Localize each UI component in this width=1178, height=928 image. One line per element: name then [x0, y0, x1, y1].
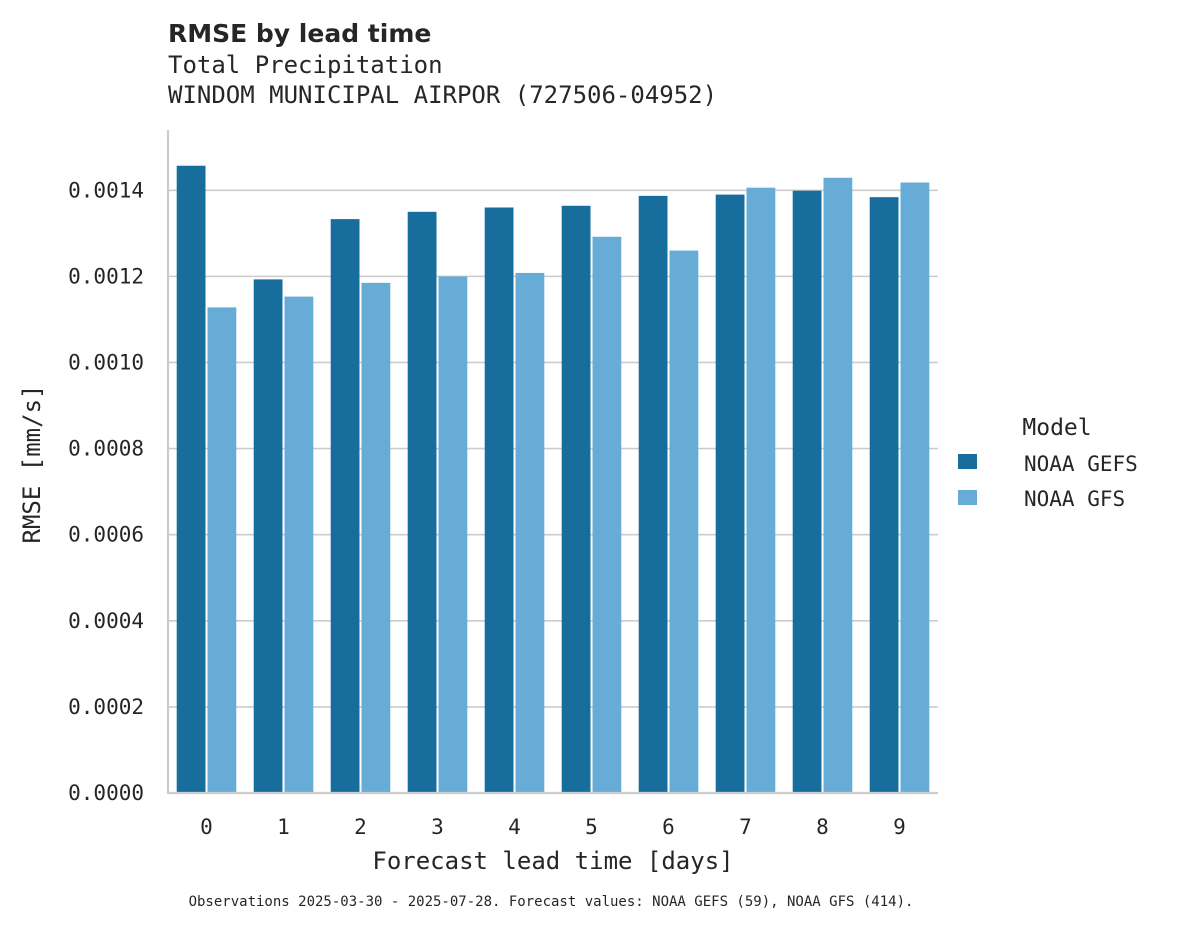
x-axis-label: Forecast lead time [days]	[372, 847, 733, 875]
bar-noaa-gfs-day-0	[207, 307, 237, 793]
legend-title: Model	[1022, 415, 1091, 441]
bar-noaa-gefs-day-0	[176, 165, 206, 793]
bar-noaa-gefs-day-6	[638, 195, 668, 793]
bar-noaa-gfs-day-2	[361, 282, 391, 793]
bar-noaa-gefs-day-3	[407, 211, 437, 793]
bar-noaa-gefs-day-1	[253, 279, 283, 793]
y-tick-label-7: 0.0014	[68, 178, 144, 202]
legend-swatch-noaa-gfs	[958, 490, 977, 505]
bar-noaa-gefs-day-9	[869, 197, 899, 794]
x-tick-label-1: 1	[277, 815, 290, 839]
y-tick-labels: 0.0000 0.0002 0.0004 0.0006 0.0008 0.0010 0.00…	[68, 178, 144, 805]
y-gridlines	[168, 189, 938, 708]
chart-subtitle-line-2: WINDOM MUNICIPAL AIRPOR (727506-04952)	[168, 81, 717, 109]
bar-noaa-gefs-day-2	[330, 219, 360, 793]
x-tick-label-6: 6	[662, 815, 675, 839]
bar-noaa-gfs-day-4	[515, 272, 545, 793]
bar-series	[176, 165, 930, 794]
x-tick-label-0: 0	[200, 815, 213, 839]
y-tick-label-1: 0.0002	[68, 695, 144, 719]
y-tick-label-4: 0.0008	[68, 437, 144, 461]
x-tick-label-2: 2	[354, 815, 367, 839]
x-tick-label-7: 7	[739, 815, 752, 839]
x-tick-label-5: 5	[585, 815, 598, 839]
bar-noaa-gefs-day-4	[484, 207, 514, 793]
bar-noaa-gfs-day-3	[438, 276, 468, 794]
bar-noaa-gfs-day-9	[900, 182, 930, 793]
x-tick-label-9: 9	[893, 815, 906, 839]
axes	[166, 130, 938, 795]
x-tick-label-8: 8	[816, 815, 829, 839]
legend: Model NOAA GEFS NOAA GFS	[958, 415, 1138, 511]
legend-label-noaa-gefs: NOAA GEFS	[1024, 452, 1138, 476]
x-tick-label-4: 4	[508, 815, 521, 839]
legend-label-noaa-gfs: NOAA GFS	[1024, 487, 1125, 511]
chart-subtitle-line-1: Total Precipitation	[168, 51, 443, 79]
y-tick-label-6: 0.0012	[68, 264, 144, 288]
y-tick-label-5: 0.0010	[68, 350, 144, 374]
bar-noaa-gfs-day-6	[669, 250, 699, 793]
chart-footnote: Observations 2025-03-30 - 2025-07-28. Fo…	[189, 894, 914, 910]
x-tick-labels: 0 1 2 3 4 5 6 7 8 9	[200, 815, 906, 839]
bar-noaa-gefs-day-7	[715, 194, 745, 793]
bar-noaa-gfs-day-5	[592, 236, 622, 794]
y-tick-label-0: 0.0000	[68, 781, 144, 805]
bar-noaa-gfs-day-8	[823, 177, 853, 793]
bar-noaa-gefs-day-5	[561, 205, 591, 793]
x-tick-label-3: 3	[431, 815, 444, 839]
y-tick-label-3: 0.0006	[68, 523, 144, 547]
legend-swatch-noaa-gefs	[958, 454, 977, 469]
bar-noaa-gfs-day-1	[284, 296, 314, 793]
bar-noaa-gfs-day-7	[746, 187, 776, 794]
bar-noaa-gefs-day-8	[792, 190, 822, 793]
y-axis-label: RMSE [mm/s]	[18, 385, 46, 544]
y-tick-label-2: 0.0004	[68, 609, 144, 633]
chart-title: RMSE by lead time	[168, 19, 431, 48]
